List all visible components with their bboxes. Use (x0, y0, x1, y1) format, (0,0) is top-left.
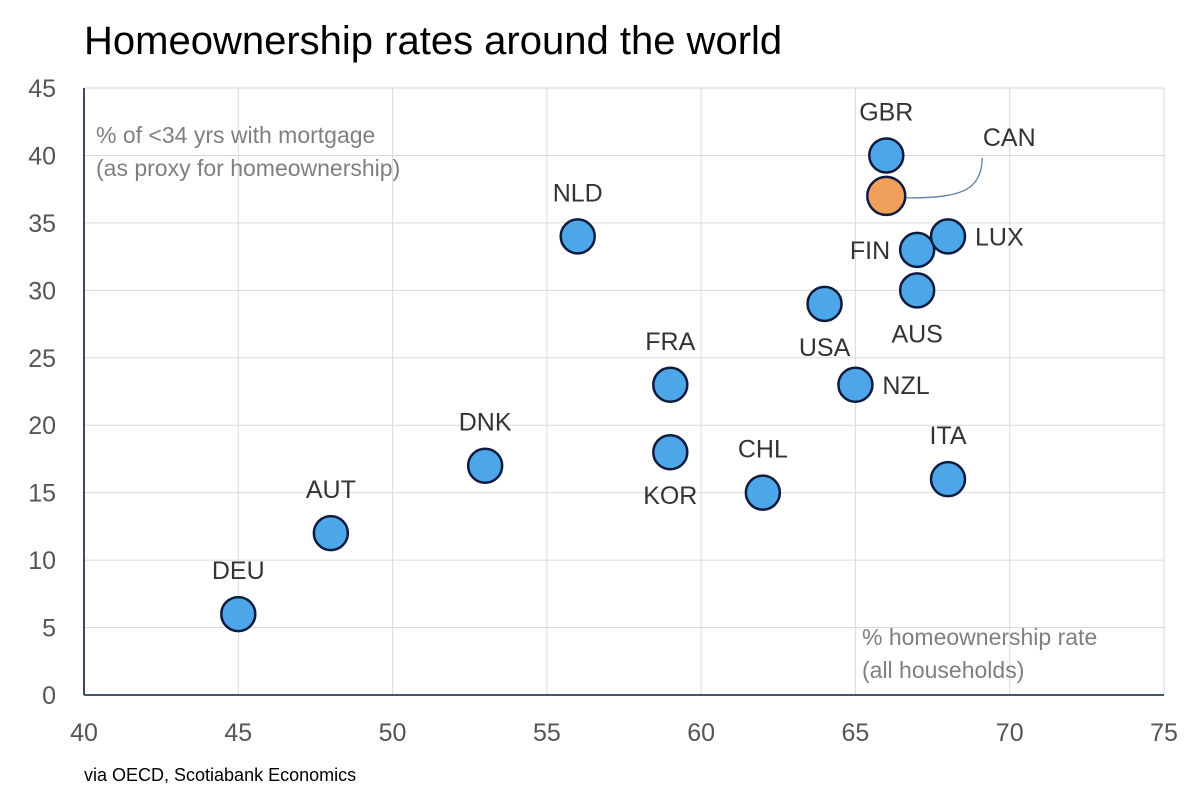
point-chl: CHL (738, 436, 788, 511)
x-tick-label: 60 (687, 719, 715, 747)
point-label-fra: FRA (645, 328, 695, 356)
point-aus: AUS (891, 272, 943, 348)
point-gbr: GBR (859, 98, 913, 174)
chart-title: Homeownership rates around the world (84, 19, 782, 63)
point-marker-usa (806, 285, 843, 323)
x-tick-label: 40 (70, 719, 98, 747)
point-marker-deu (220, 595, 257, 633)
point-label-deu: DEU (212, 557, 265, 585)
x-axis-label-line-1: % homeownership rate (862, 624, 1097, 650)
point-label-chl: CHL (738, 436, 788, 464)
point-fra: FRA (645, 328, 696, 404)
point-dnk: DNK (459, 409, 512, 484)
point-marker-dnk (466, 447, 504, 484)
callout-leader-can (906, 157, 983, 199)
point-marker-fra (652, 366, 689, 404)
x-tick-label: 45 (224, 719, 252, 747)
y-tick-label: 20 (28, 412, 56, 440)
point-marker-fin (898, 231, 936, 269)
x-tick-label: 55 (533, 719, 561, 747)
x-tick-label: 70 (996, 719, 1024, 747)
y-axis-label-line-1: % of <34 yrs with mortgage (96, 122, 375, 148)
point-marker-can (866, 175, 907, 217)
point-deu: DEU (212, 557, 265, 633)
y-axis-label: % of <34 yrs with mortgage (as proxy for… (96, 122, 400, 181)
point-label-nzl: NZL (882, 372, 929, 400)
point-marker-kor (652, 433, 689, 471)
point-ita: ITA (929, 422, 967, 498)
point-label-aus: AUS (891, 320, 942, 348)
point-label-fin: FIN (850, 237, 890, 265)
point-kor: KOR (643, 433, 697, 510)
point-label-dnk: DNK (459, 409, 512, 437)
x-axis-label-line-2: (all households) (862, 657, 1024, 683)
point-marker-lux (929, 218, 967, 255)
x-axis-label: % homeownership rate (all households) (862, 624, 1104, 683)
x-axis-ticks: 40 45 50 55 60 65 70 75 (70, 719, 1178, 747)
point-marker-aus (898, 272, 936, 309)
point-label-kor: KOR (643, 482, 697, 510)
point-aut: AUT (306, 476, 356, 552)
point-fin: FIN (850, 231, 936, 269)
y-tick-label: 25 (28, 345, 56, 373)
y-tick-label: 0 (42, 682, 56, 710)
y-tick-label: 15 (28, 480, 56, 508)
point-label-aut: AUT (306, 476, 356, 504)
y-tick-label: 30 (28, 277, 56, 305)
point-nld: NLD (553, 179, 603, 255)
point-marker-nld (559, 218, 596, 255)
point-label-nld: NLD (553, 179, 603, 207)
x-tick-label: 75 (1150, 719, 1178, 747)
point-label-ita: ITA (929, 422, 966, 450)
y-tick-label: 35 (28, 210, 56, 238)
point-label-can: CAN (983, 124, 1036, 152)
source-note: via OECD, Scotiabank Economics (84, 765, 356, 785)
x-tick-label: 50 (379, 719, 407, 747)
x-tick-label: 65 (842, 719, 870, 747)
y-tick-label: 10 (28, 547, 56, 575)
point-marker-gbr (868, 137, 905, 174)
data-points: DEU AUT DNK NLD FRA KOR CHL USA NZL GBR CAN FIN AUS L… (212, 98, 1036, 633)
point-usa: USA (799, 285, 851, 362)
point-label-usa: USA (799, 334, 851, 362)
point-marker-chl (744, 474, 782, 511)
y-tick-label: 40 (28, 142, 56, 170)
point-marker-ita (929, 460, 967, 498)
y-axis-label-line-2: (as proxy for homeownership) (96, 155, 400, 181)
point-can: CAN (866, 124, 1036, 217)
point-nzl: NZL (837, 366, 930, 404)
point-marker-nzl (837, 366, 874, 404)
point-label-gbr: GBR (859, 98, 913, 126)
y-tick-label: 45 (28, 75, 56, 103)
point-label-lux: LUX (975, 223, 1024, 251)
y-tick-label: 5 (42, 615, 56, 643)
point-marker-aut (312, 514, 350, 552)
y-axis-ticks: 0 5 10 15 20 25 30 35 40 45 (28, 75, 56, 710)
point-lux: LUX (929, 218, 1024, 255)
